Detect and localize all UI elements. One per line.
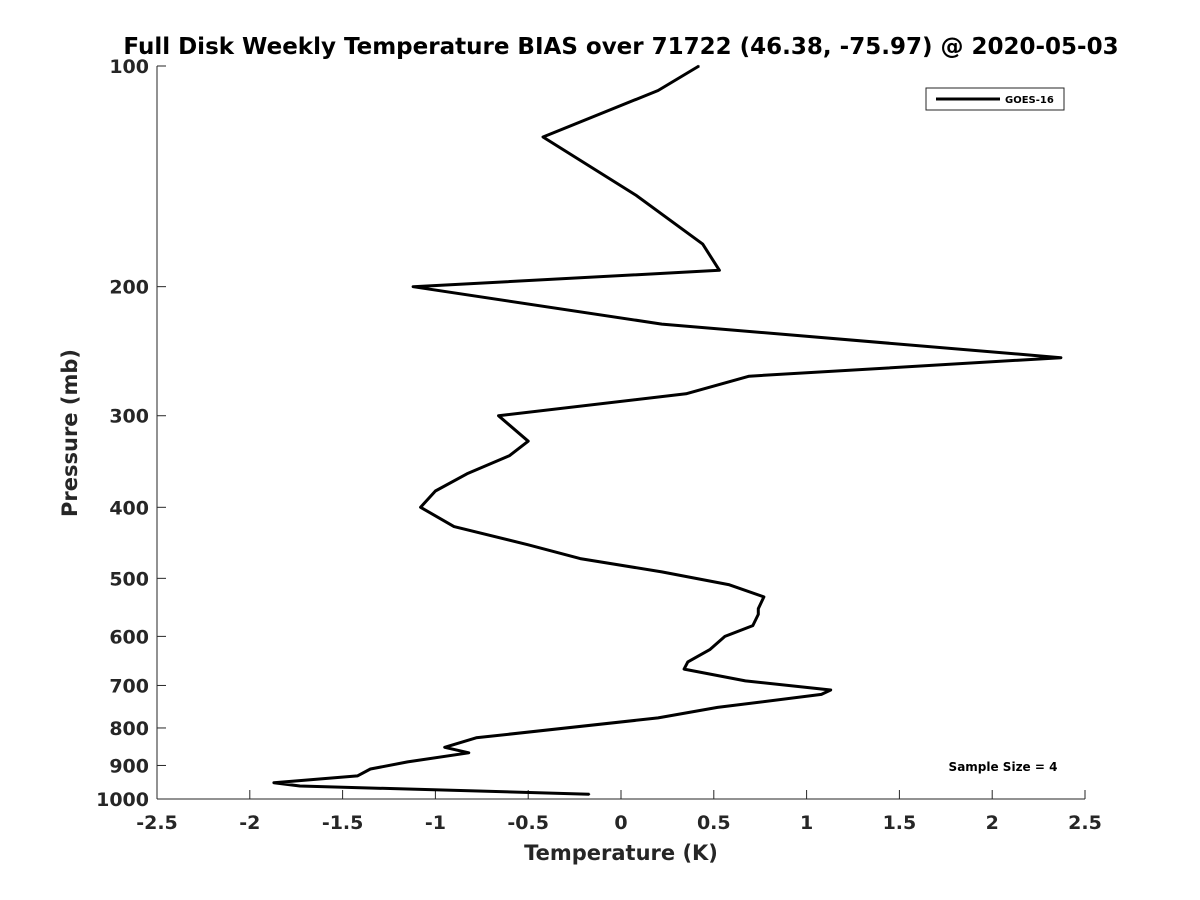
data-point [657, 89, 659, 92]
data-point [369, 768, 372, 770]
data-point [751, 624, 754, 627]
x-ticks: -2.5 -2 -1.5 -1 -0.5 0 0.5 1 1.5 2 2.5 [136, 790, 1102, 834]
y-tick-label: 1000 [96, 789, 149, 811]
data-point [508, 454, 511, 457]
data-point [661, 323, 663, 325]
data-point [443, 746, 446, 749]
data-point [685, 392, 687, 395]
data-point [579, 557, 581, 560]
data-point [829, 689, 832, 691]
data-point [406, 761, 409, 763]
y-tick-label: 200 [109, 277, 149, 299]
x-axis-label: Temperature (K) [524, 841, 718, 865]
x-tick-label: 2.5 [1068, 812, 1102, 834]
data-point [1060, 356, 1062, 359]
data-point [716, 706, 719, 709]
data-point [635, 194, 637, 196]
x-tick-label: 2 [986, 812, 999, 834]
data-point [273, 781, 275, 784]
x-tick-label: 1.5 [883, 812, 917, 834]
y-tick-label: 800 [109, 718, 149, 740]
data-point [299, 785, 301, 787]
data-point [687, 661, 689, 663]
data-point [434, 490, 437, 492]
data-point [820, 693, 823, 696]
data-point [727, 583, 730, 586]
y-tick-label: 300 [109, 406, 149, 428]
data-point [356, 775, 359, 777]
data-point [683, 668, 685, 670]
data-point [744, 680, 747, 682]
data-point [542, 136, 544, 138]
data-point [661, 571, 663, 573]
data-point [466, 472, 468, 475]
data-point [527, 440, 529, 443]
y-axis-label: Pressure (mb) [58, 349, 82, 517]
data-point [701, 243, 704, 245]
data-point [709, 648, 711, 651]
x-tick-label: -2.5 [136, 812, 178, 834]
data-point [527, 544, 529, 546]
x-tick-label: -0.5 [507, 812, 549, 834]
data-point [763, 596, 765, 598]
data-point [419, 506, 422, 509]
chart-title: Full Disk Weekly Temperature BIAS over 7… [123, 34, 1118, 60]
x-tick-label: 1 [800, 812, 813, 834]
data-point [718, 269, 721, 272]
data-point [497, 414, 500, 417]
sample-size-annotation: Sample Size = 4 [949, 760, 1058, 774]
y-ticks: 100 200 300 400 500 600 700 800 900 1000 [96, 56, 166, 811]
legend-label-goes-16: GOES-16 [1005, 95, 1054, 106]
legend: GOES-16 [925, 87, 1065, 111]
x-tick-label: -2 [239, 812, 260, 834]
x-tick-label: 0.5 [697, 812, 731, 834]
x-tick-label: -1.5 [322, 812, 364, 834]
data-point [468, 752, 470, 754]
data-point [748, 375, 750, 378]
series-line-goes-16 [272, 64, 1063, 796]
data-point [412, 285, 414, 288]
y-tick-label: 500 [109, 568, 149, 590]
data-point [475, 736, 478, 739]
x-tick-label: -1 [425, 812, 446, 834]
y-tick-label: 600 [109, 626, 149, 648]
y-tick-label: 400 [109, 497, 149, 519]
data-point [757, 613, 760, 616]
y-tick-label: 900 [109, 755, 149, 777]
data-point [757, 607, 760, 610]
data-point [588, 793, 591, 795]
data-point [698, 65, 700, 67]
series-points [273, 65, 1062, 795]
data-point [453, 525, 455, 528]
data-point [657, 717, 659, 719]
y-tick-label: 700 [109, 675, 149, 697]
y-tick-label: 100 [109, 56, 149, 78]
data-point [724, 635, 726, 638]
x-tick-label: 0 [614, 812, 627, 834]
